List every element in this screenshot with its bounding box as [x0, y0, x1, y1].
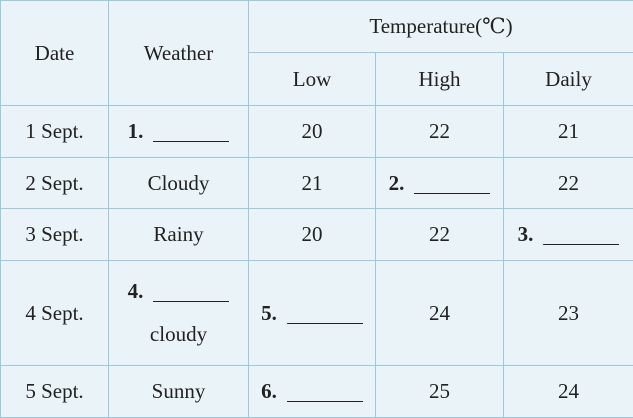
blank-number: 1. — [127, 119, 144, 143]
answer-line — [286, 400, 363, 402]
blank: 2. — [389, 171, 491, 196]
blank: 6. — [261, 379, 363, 404]
cell-text: 24 — [558, 379, 579, 403]
table-cell: 24 — [503, 365, 633, 418]
table-cell: 3. — [503, 208, 633, 261]
cell-text: 25 — [429, 379, 450, 403]
cell-text: Sunny — [151, 379, 206, 403]
table-cell: 1. — [108, 105, 249, 158]
blank: 3. — [518, 222, 620, 247]
cell-text: 2 Sept. — [25, 170, 84, 195]
answer-line — [286, 322, 363, 324]
cell-text: Cloudy — [147, 170, 210, 195]
table-cell: 22 — [375, 105, 504, 158]
cell-text: 3 Sept. — [25, 222, 84, 246]
table-cell: 20 — [248, 208, 376, 261]
cell-text: 22 — [558, 170, 579, 195]
table-cell: Temperature(℃) — [248, 0, 633, 53]
table-cell: Sunny — [108, 365, 249, 418]
answer-line — [153, 300, 230, 302]
answer-line — [414, 192, 491, 194]
blank: 5. — [261, 301, 363, 326]
answer-line — [153, 140, 230, 142]
subheader: Daily — [545, 66, 592, 91]
table-cell: 1 Sept. — [0, 105, 109, 158]
blank-number: 6. — [261, 379, 277, 403]
header-weather: Weather — [143, 40, 214, 65]
table-cell: Date — [0, 0, 109, 106]
table-cell: High — [375, 52, 504, 106]
header-temperature: Temperature(℃) — [369, 14, 513, 38]
blank-number: 2. — [388, 170, 405, 195]
table-cell: Cloudy — [108, 157, 249, 209]
blank-number: 4. — [127, 279, 144, 303]
subheader: High — [418, 66, 461, 91]
table-cell: 21 — [503, 105, 633, 158]
table-cell: 23 — [503, 260, 633, 366]
table-cell: 4. cloudy — [108, 260, 249, 366]
cell-text: 22 — [429, 222, 450, 246]
table-cell: 20 — [248, 105, 376, 158]
cell-text: 4 Sept. — [25, 300, 84, 325]
table-cell: 24 — [375, 260, 504, 366]
cell-text: 23 — [558, 300, 579, 325]
cell-text: 21 — [301, 170, 323, 195]
cell-text: 24 — [429, 300, 450, 325]
cell-text: Rainy — [153, 222, 204, 246]
blank-number: 5. — [261, 300, 277, 325]
cell-text: 21 — [558, 119, 579, 143]
table-cell: 3 Sept. — [0, 208, 109, 261]
cell-text: 20 — [301, 222, 323, 246]
cell-text: 20 — [301, 119, 323, 143]
answer-line — [543, 243, 620, 245]
blank: 4. — [128, 279, 230, 304]
cell-text: 5 Sept. — [25, 379, 84, 403]
blank-number: 3. — [517, 222, 534, 246]
table-cell: 25 — [375, 365, 504, 418]
table-cell: 22 — [375, 208, 504, 261]
table-cell: Weather — [108, 0, 249, 106]
table-cell: 5. — [248, 260, 376, 366]
subheader: Low — [292, 66, 332, 91]
table-cell: 2 Sept. — [0, 157, 109, 209]
table-cell: 4 Sept. — [0, 260, 109, 366]
table-cell: Rainy — [108, 208, 249, 261]
table-cell: 22 — [503, 157, 633, 209]
header-date: Date — [34, 40, 75, 65]
table-cell: 5 Sept. — [0, 365, 109, 418]
table-cell: Low — [248, 52, 376, 106]
cell-text: 22 — [429, 119, 450, 143]
blank: 1. — [128, 119, 230, 144]
cell-text: cloudy — [149, 322, 208, 346]
table-cell: 6. — [248, 365, 376, 418]
table-cell: Daily — [503, 52, 633, 106]
cell-text: 1 Sept. — [25, 119, 84, 143]
table-cell: 2. — [375, 157, 504, 209]
table-cell: 21 — [248, 157, 376, 209]
